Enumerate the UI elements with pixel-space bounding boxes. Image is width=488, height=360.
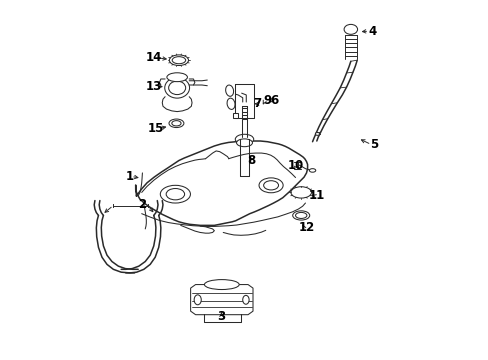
Ellipse shape — [160, 185, 190, 203]
Ellipse shape — [309, 168, 315, 172]
Ellipse shape — [172, 57, 185, 64]
Text: 3: 3 — [217, 310, 225, 323]
Ellipse shape — [295, 212, 306, 219]
Ellipse shape — [290, 187, 311, 198]
Ellipse shape — [169, 119, 183, 127]
Text: 10: 10 — [287, 159, 304, 172]
Text: 15: 15 — [147, 122, 164, 135]
Text: 12: 12 — [298, 221, 314, 234]
Text: 11: 11 — [308, 189, 325, 202]
Polygon shape — [190, 284, 252, 315]
Ellipse shape — [259, 178, 283, 193]
Ellipse shape — [166, 73, 187, 82]
Text: 5: 5 — [369, 138, 377, 151]
Polygon shape — [135, 141, 307, 225]
Ellipse shape — [344, 24, 357, 34]
Ellipse shape — [171, 121, 181, 126]
Ellipse shape — [168, 81, 185, 95]
Ellipse shape — [242, 295, 248, 304]
Ellipse shape — [263, 181, 278, 190]
Ellipse shape — [292, 211, 309, 220]
Ellipse shape — [236, 139, 252, 147]
Text: 13: 13 — [146, 80, 162, 93]
Text: 4: 4 — [367, 24, 375, 38]
Text: 8: 8 — [247, 154, 255, 167]
Text: 7: 7 — [252, 97, 261, 110]
Ellipse shape — [226, 98, 235, 109]
Text: 2: 2 — [137, 198, 145, 211]
Ellipse shape — [164, 77, 189, 98]
Ellipse shape — [315, 132, 319, 135]
Text: 1: 1 — [125, 170, 133, 183]
Text: 9: 9 — [263, 94, 271, 107]
Ellipse shape — [166, 189, 184, 200]
Ellipse shape — [204, 280, 239, 289]
Polygon shape — [232, 113, 238, 118]
Text: 14: 14 — [145, 51, 162, 64]
Ellipse shape — [225, 85, 233, 96]
Ellipse shape — [169, 55, 188, 66]
Text: 6: 6 — [270, 94, 278, 107]
Ellipse shape — [235, 134, 253, 144]
Ellipse shape — [194, 295, 201, 305]
